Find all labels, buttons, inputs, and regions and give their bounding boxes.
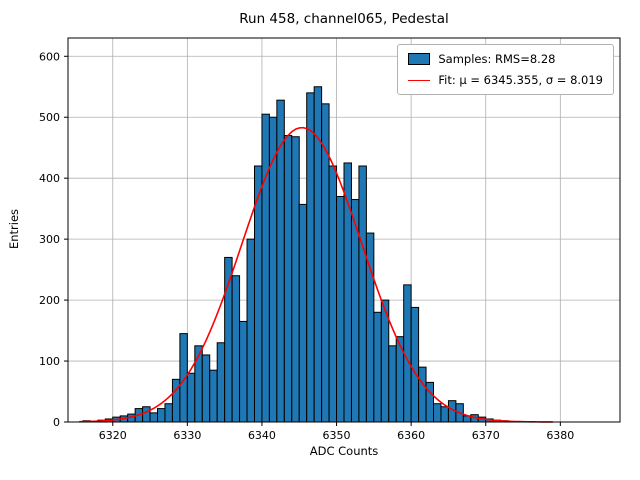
y-axis-label: Entries xyxy=(7,208,21,250)
legend-label-fit: Fit: μ = 6345.355, σ = 8.019 xyxy=(438,73,603,87)
legend-entry-samples: Samples: RMS=8.28 xyxy=(408,52,603,66)
svg-text:6360: 6360 xyxy=(397,429,425,442)
legend: Samples: RMS=8.28 Fit: μ = 6345.355, σ =… xyxy=(397,44,614,95)
svg-text:600: 600 xyxy=(39,50,60,63)
fit-line-swatch-icon xyxy=(408,79,431,81)
svg-text:500: 500 xyxy=(39,111,60,124)
legend-entry-fit: Fit: μ = 6345.355, σ = 8.019 xyxy=(408,73,603,87)
svg-text:0: 0 xyxy=(53,416,60,429)
legend-label-samples: Samples: RMS=8.28 xyxy=(438,52,556,66)
svg-text:6320: 6320 xyxy=(99,429,127,442)
svg-text:6380: 6380 xyxy=(546,429,574,442)
svg-text:6330: 6330 xyxy=(173,429,201,442)
svg-text:6350: 6350 xyxy=(323,429,351,442)
svg-text:100: 100 xyxy=(39,355,60,368)
svg-text:200: 200 xyxy=(39,294,60,307)
chart-title: Run 458, channel065, Pedestal xyxy=(239,11,449,27)
svg-text:6370: 6370 xyxy=(472,429,500,442)
svg-text:400: 400 xyxy=(39,172,60,185)
x-axis-label: ADC Counts xyxy=(309,444,379,458)
histogram-swatch-icon xyxy=(408,53,431,65)
svg-text:6340: 6340 xyxy=(248,429,276,442)
svg-text:300: 300 xyxy=(39,233,60,246)
